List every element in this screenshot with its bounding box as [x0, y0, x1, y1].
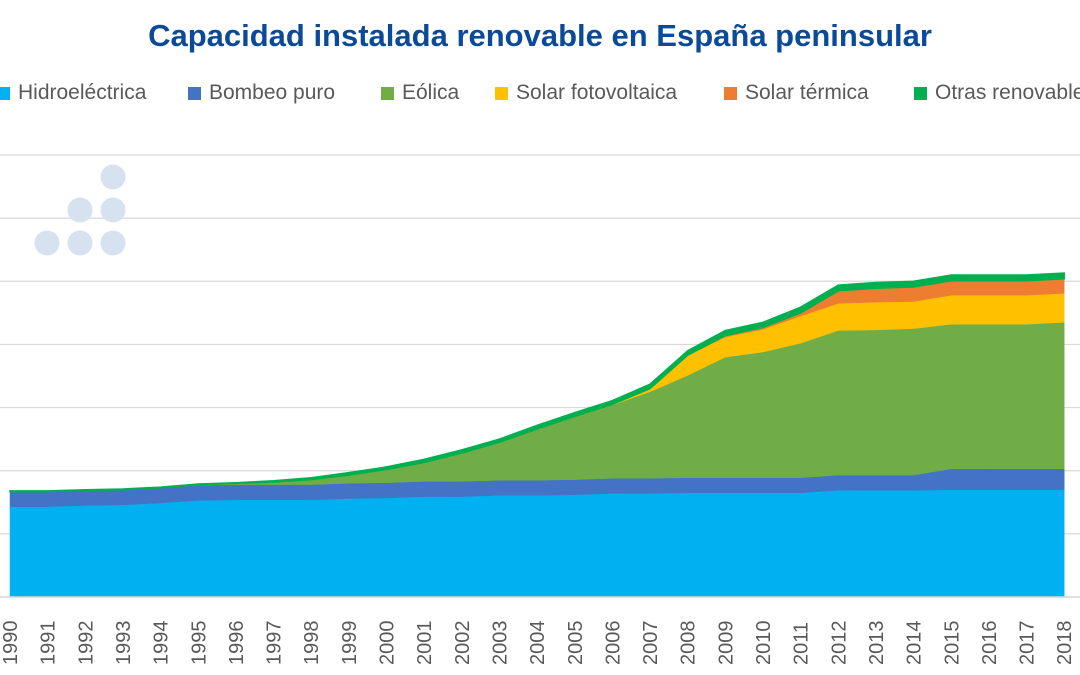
- x-tick-label: 2015: [941, 621, 963, 666]
- x-tick-label: 2007: [640, 621, 662, 666]
- x-tick-label: 1991: [38, 621, 60, 666]
- x-tick-label: 2009: [715, 621, 737, 666]
- x-tick-label: 2000: [377, 621, 399, 666]
- x-tick-label: 2003: [489, 621, 511, 666]
- legend-item: Otras renovables: [914, 81, 1080, 105]
- x-tick-label: 2016: [979, 621, 1001, 666]
- x-tick-label: 2001: [414, 621, 436, 666]
- x-tick-label: 2018: [1054, 621, 1076, 666]
- legend-swatch: [381, 86, 394, 100]
- legend-label: Solar térmica: [745, 81, 869, 104]
- legend-item: Hidroeléctrica: [0, 81, 146, 105]
- legend-swatch: [495, 86, 508, 100]
- x-tick-label: 2008: [678, 621, 700, 666]
- area-otras-renovables: [9, 272, 1065, 493]
- legend-swatch: [914, 86, 927, 100]
- x-tick-label: 2010: [753, 621, 775, 666]
- legend-label: Bombeo puro: [209, 81, 336, 104]
- legend-label: Eólica: [402, 81, 460, 104]
- x-tick-label: 2002: [452, 621, 474, 666]
- legend-label: Hidroeléctrica: [18, 81, 147, 104]
- x-tick-label: 2005: [565, 621, 587, 666]
- legend-item: Solar fotovoltaica: [495, 81, 677, 105]
- legend-label: Solar fotovoltaica: [516, 81, 678, 104]
- legend-swatch: [188, 86, 201, 100]
- x-tick-label: 2006: [602, 621, 624, 666]
- dots-logo-icon: [67, 197, 93, 223]
- legend-swatch: [724, 86, 737, 100]
- x-tick-label: 1999: [339, 621, 361, 666]
- chart-title: Capacidad instalada renovable en España …: [148, 18, 932, 53]
- dots-logo-icon: [100, 230, 126, 256]
- area-hidroelectrica: [9, 489, 1065, 598]
- x-tick-label: 1996: [226, 621, 248, 666]
- x-tick-label: 1990: [0, 621, 22, 666]
- x-tick-label: 2012: [828, 621, 850, 666]
- legend-item: Bombeo puro: [188, 81, 335, 105]
- x-tick-label: 1998: [301, 621, 323, 666]
- legend-item: Eólica: [381, 81, 459, 105]
- dots-logo-icon: [34, 230, 60, 256]
- dots-logo-icon: [67, 230, 93, 256]
- legend-label: Otras renovables: [935, 81, 1080, 104]
- x-tick-label: 1997: [264, 621, 286, 666]
- x-tick-label: 2004: [527, 621, 549, 666]
- legend-item: Solar térmica: [724, 81, 869, 105]
- x-tick-label: 1995: [188, 621, 210, 666]
- x-tick-label: 2011: [791, 622, 813, 665]
- dots-logo-icon: [100, 197, 126, 223]
- x-tick-label: 1993: [113, 621, 135, 666]
- x-tick-label: 2013: [866, 621, 888, 666]
- x-tick-label: 1992: [75, 621, 97, 666]
- x-tick-label: 1994: [151, 621, 173, 666]
- legend-swatch: [0, 86, 10, 100]
- x-tick-label: 2014: [904, 621, 926, 666]
- dots-logo-icon: [100, 164, 126, 190]
- area-eolica: [10, 322, 1065, 492]
- x-tick-label: 2017: [1017, 621, 1039, 666]
